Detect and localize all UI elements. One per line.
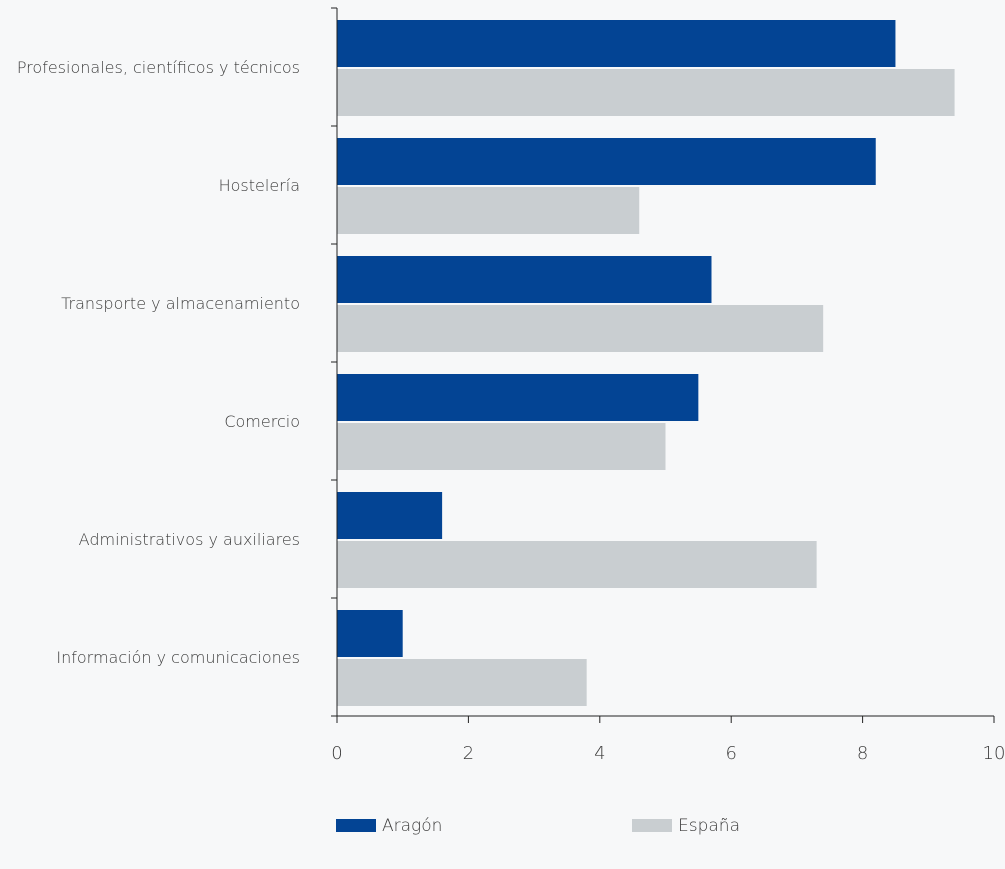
legend-swatch-aragon xyxy=(336,819,376,832)
category-label: Comercio xyxy=(224,412,300,431)
category-label: Profesionales, científicos y técnicos xyxy=(17,58,300,77)
bar-espana-1 xyxy=(337,187,640,234)
bar-aragon-3 xyxy=(337,374,699,421)
bar-aragon-0 xyxy=(337,20,896,67)
labels-layer: Profesionales, científicos y técnicos Hos… xyxy=(17,58,1005,764)
bar-espana-4 xyxy=(337,541,817,588)
bar-aragon-5 xyxy=(337,610,403,657)
legend: Aragón España xyxy=(336,816,740,836)
x-tick-label: 4 xyxy=(594,743,605,764)
category-label: Hostelería xyxy=(219,176,300,195)
bar-aragon-2 xyxy=(337,256,712,303)
legend-swatch-espana xyxy=(632,819,672,832)
x-tick-label: 10 xyxy=(983,743,1005,764)
axes-layer xyxy=(331,7,995,723)
x-tick-label: 0 xyxy=(331,743,342,764)
category-label: Información y comunicaciones xyxy=(56,648,300,667)
bar-espana-5 xyxy=(337,659,587,706)
bar-espana-0 xyxy=(337,69,955,116)
bar-espana-2 xyxy=(337,305,824,352)
legend-label: Aragón xyxy=(382,816,442,836)
category-label: Administrativos y auxiliares xyxy=(79,530,300,549)
x-tick-label: 2 xyxy=(463,743,474,764)
bar-aragon-4 xyxy=(337,492,443,539)
bar-aragon-1 xyxy=(337,138,876,185)
x-tick-label: 8 xyxy=(857,743,868,764)
legend-label: España xyxy=(678,816,740,836)
x-tick-label: 6 xyxy=(725,743,736,764)
category-label: Transporte y almacenamiento xyxy=(61,294,300,313)
bar-espana-3 xyxy=(337,423,666,470)
bars-layer xyxy=(337,20,955,706)
